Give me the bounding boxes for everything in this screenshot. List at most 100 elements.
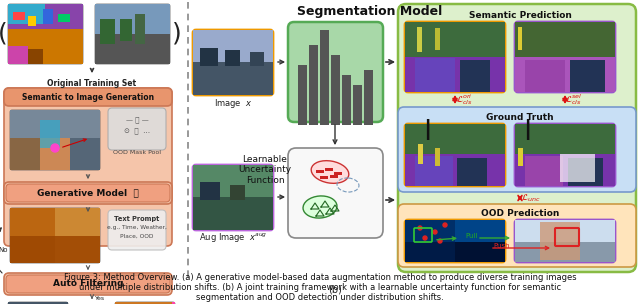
Text: — 🐄 —: — 🐄 — (125, 117, 148, 123)
FancyBboxPatch shape (398, 107, 636, 192)
Bar (43, 9, 53, 24)
Bar (560, 154, 595, 182)
Bar (115, 302, 175, 304)
FancyBboxPatch shape (515, 220, 615, 262)
Bar (325, 168, 333, 171)
Text: Figure 3: Method Overview. (a) A generative model-based data augmentation method: Figure 3: Method Overview. (a) A generat… (64, 273, 576, 302)
Bar (525, 156, 563, 186)
Text: |: | (423, 119, 431, 140)
FancyBboxPatch shape (398, 204, 636, 267)
Bar (298, 65, 307, 125)
Bar (250, 52, 264, 66)
Bar (515, 22, 615, 92)
Bar (230, 185, 245, 200)
Bar (172, 302, 175, 304)
Bar (193, 197, 273, 230)
Bar (568, 158, 603, 186)
Text: $\mathcal{L}^{ori}_{cls}$: $\mathcal{L}^{ori}_{cls}$ (456, 92, 472, 108)
Text: $\mathcal{L}^{sel}_{cls}$: $\mathcal{L}^{sel}_{cls}$ (565, 92, 582, 108)
Text: Image  $x$: Image $x$ (214, 98, 252, 110)
FancyBboxPatch shape (108, 108, 166, 150)
Text: e.g., Time, Weather,: e.g., Time, Weather, (107, 226, 167, 230)
Bar (405, 22, 505, 57)
FancyBboxPatch shape (405, 220, 505, 262)
Bar (405, 22, 505, 92)
Text: Yes: Yes (95, 296, 105, 302)
Bar (330, 175, 338, 178)
Bar (309, 45, 318, 125)
Bar (515, 220, 615, 242)
Bar (225, 50, 240, 66)
FancyBboxPatch shape (10, 208, 100, 263)
FancyBboxPatch shape (6, 184, 170, 202)
Text: Auto Filtering: Auto Filtering (52, 279, 124, 288)
Circle shape (423, 236, 427, 240)
Circle shape (418, 226, 422, 230)
Bar (10, 138, 40, 170)
Bar (540, 222, 580, 260)
FancyBboxPatch shape (4, 88, 172, 106)
Bar (460, 60, 490, 92)
Bar (515, 242, 615, 262)
Text: Text Prompt: Text Prompt (115, 216, 159, 222)
Bar (342, 75, 351, 125)
Bar (518, 148, 523, 166)
Text: (: ( (0, 22, 8, 46)
Bar (331, 55, 340, 125)
Bar (40, 120, 60, 148)
Text: Learnable
Uncertainty
Function: Learnable Uncertainty Function (239, 155, 292, 185)
Bar (405, 124, 505, 186)
Bar (570, 60, 605, 92)
FancyBboxPatch shape (193, 165, 273, 230)
Bar (193, 30, 273, 95)
FancyBboxPatch shape (95, 4, 170, 64)
Bar (353, 85, 362, 125)
Bar (95, 4, 170, 34)
Bar (8, 4, 45, 24)
Bar (8, 302, 68, 304)
Bar (10, 208, 100, 236)
Text: Ground Truth: Ground Truth (486, 113, 554, 123)
Circle shape (51, 144, 59, 152)
Bar (515, 22, 615, 57)
Bar (10, 138, 70, 170)
Text: (b): (b) (328, 285, 342, 295)
Bar (334, 172, 342, 174)
Text: OOD Mask Pool: OOD Mask Pool (113, 150, 161, 154)
Bar (8, 4, 83, 39)
Bar (200, 48, 218, 66)
Bar (515, 57, 615, 92)
FancyBboxPatch shape (8, 302, 68, 304)
Bar (58, 14, 70, 22)
FancyBboxPatch shape (398, 4, 636, 272)
Bar (415, 58, 455, 92)
Bar (525, 60, 565, 92)
Bar (417, 27, 422, 52)
Bar (316, 170, 324, 172)
Bar (435, 28, 440, 50)
Bar (10, 236, 100, 263)
FancyBboxPatch shape (4, 182, 172, 204)
Bar (405, 154, 505, 186)
Text: Aug Image  $x^{aug}$: Aug Image $x^{aug}$ (199, 232, 268, 244)
Bar (518, 27, 522, 50)
Bar (135, 14, 145, 44)
Bar (100, 19, 115, 44)
Circle shape (433, 230, 437, 234)
FancyBboxPatch shape (8, 4, 83, 64)
Bar (405, 57, 505, 92)
Bar (415, 156, 453, 186)
Bar (200, 182, 220, 200)
Bar (10, 208, 100, 263)
Bar (120, 19, 132, 41)
FancyBboxPatch shape (4, 273, 172, 295)
FancyBboxPatch shape (515, 124, 615, 186)
Bar (193, 165, 273, 197)
Text: ): ) (172, 22, 182, 46)
Bar (435, 148, 440, 166)
Text: $\mathcal{L}_{unc}$: $\mathcal{L}_{unc}$ (521, 192, 541, 204)
Bar (193, 30, 273, 62)
Bar (8, 29, 83, 64)
Text: |: | (523, 119, 531, 140)
Bar (405, 220, 505, 262)
